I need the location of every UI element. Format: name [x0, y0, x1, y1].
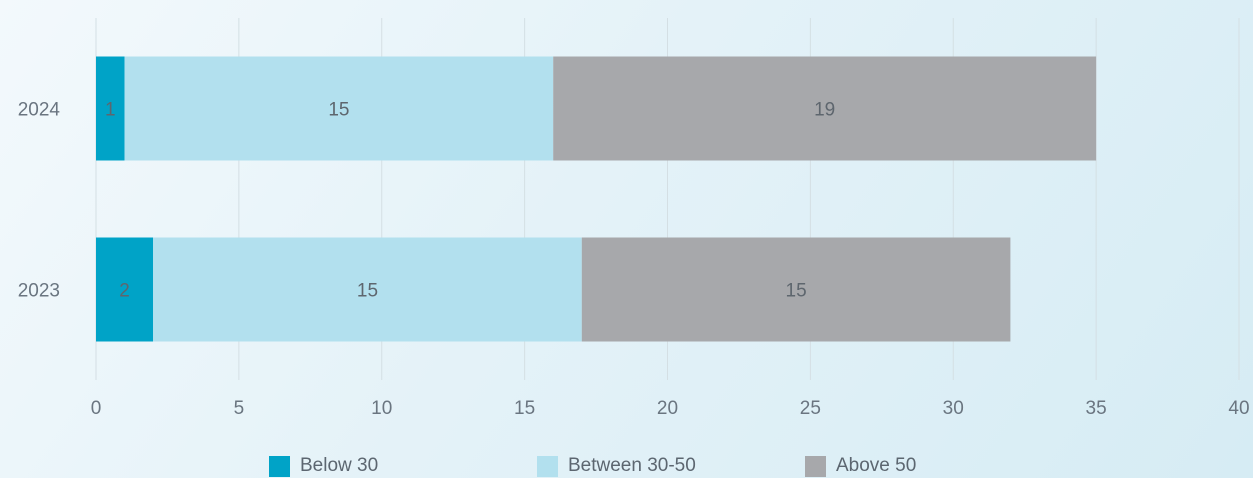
x-tick-label-15: 15: [514, 398, 535, 419]
data-label-2024-between-30-50: 15: [328, 100, 349, 121]
x-axis-tick-labels: 0 5 10 15 20 25 30 35 40: [91, 398, 1250, 419]
legend: Below 30 Between 30-50 Above 50: [0, 453, 1253, 478]
x-tick-label-10: 10: [371, 398, 392, 419]
legend-label-between-30-50: Between 30-50: [568, 455, 696, 476]
x-tick-label-40: 40: [1228, 398, 1249, 419]
legend-swatch-above-50: [805, 455, 826, 477]
x-tick-label-35: 35: [1086, 398, 1107, 419]
y-category-label-2023: 2023: [18, 281, 60, 302]
x-tick-label-0: 0: [91, 398, 102, 419]
legend-item-between-30-50: Between 30-50: [537, 455, 696, 477]
x-tick-label-5: 5: [234, 398, 245, 419]
legend-item-below-30: Below 30: [269, 455, 378, 477]
legend-item-above-50: Above 50: [805, 455, 916, 477]
bar-2024-between-30-50: [124, 56, 554, 161]
legend-label-above-50: Above 50: [836, 455, 917, 476]
bars: [96, 56, 1097, 342]
data-labels: 1 15 19 2 15 15: [105, 100, 835, 302]
data-label-2023-between-30-50: 15: [357, 281, 378, 302]
x-tick-label-25: 25: [800, 398, 821, 419]
data-label-2023-below-30: 2: [119, 281, 130, 302]
bar-2023-below-30: [96, 237, 154, 342]
data-label-2023-above-50: 15: [786, 281, 807, 302]
legend-swatch-between-30-50: [537, 455, 558, 477]
y-axis-labels: 2024 2023: [18, 100, 61, 302]
data-label-2024-above-50: 19: [814, 100, 835, 121]
bar-2023-between-30-50: [153, 237, 582, 342]
legend-label-below-30: Below 30: [300, 455, 379, 476]
bar-2024-above-50: [553, 56, 1097, 161]
x-tick-label-20: 20: [657, 398, 678, 419]
x-tick-label-30: 30: [943, 398, 964, 419]
bar-2024-below-30: [96, 56, 125, 161]
legend-swatch-below-30: [269, 455, 290, 477]
bar-2023-above-50: [581, 237, 1011, 342]
data-label-2024-below-30: 1: [105, 100, 116, 121]
y-category-label-2024: 2024: [18, 100, 61, 121]
